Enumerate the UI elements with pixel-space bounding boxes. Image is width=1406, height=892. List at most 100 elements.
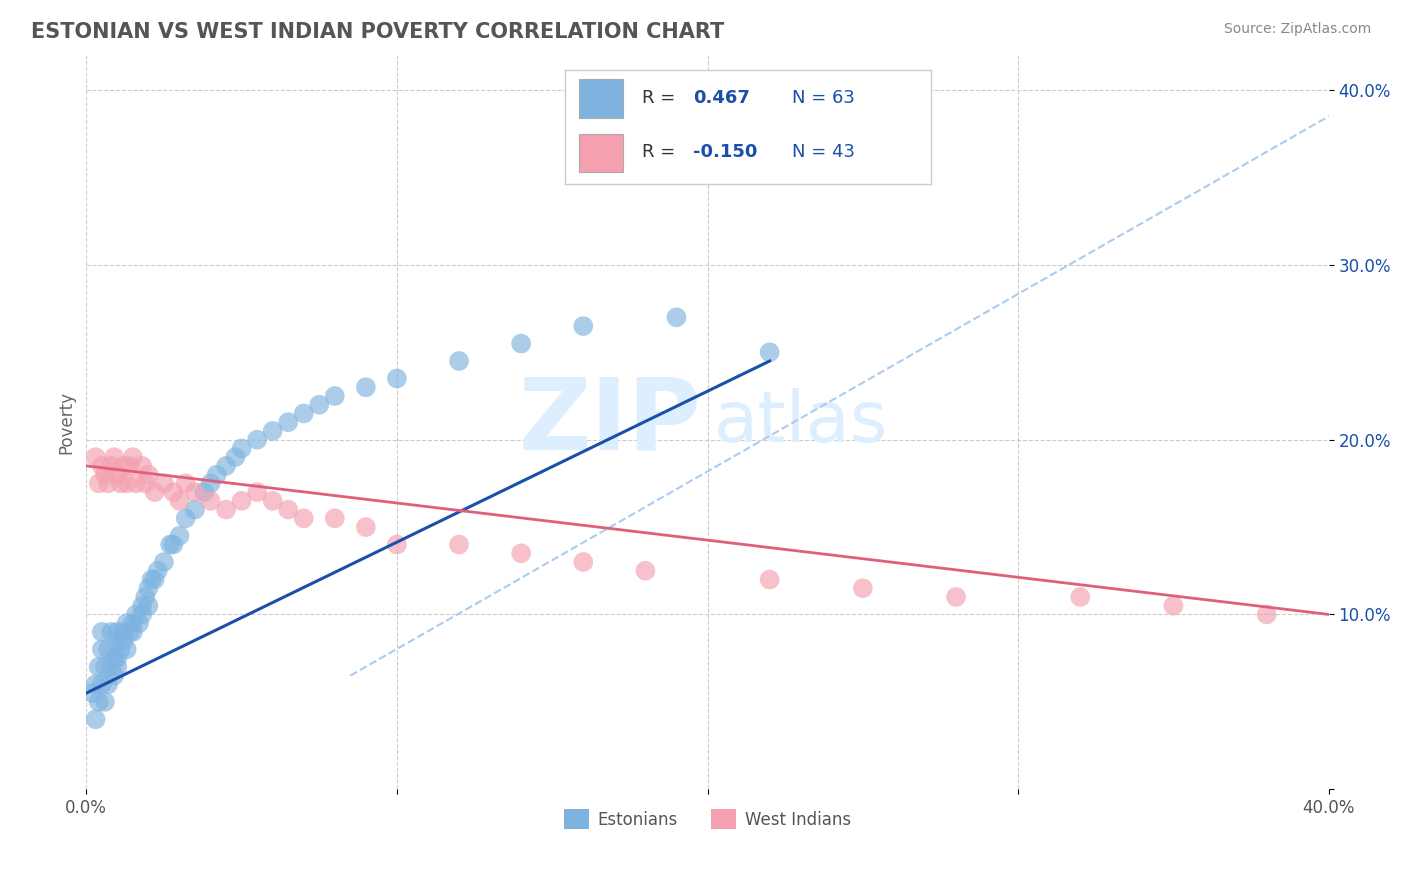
Point (84, 677, 107, 691)
Point (159, 537, 181, 551)
Point (138, 599, 160, 613)
Point (665, 310, 688, 325)
Point (852, 581, 875, 595)
Point (184, 502, 207, 516)
Point (262, 493, 284, 508)
Point (277, 415, 299, 429)
Point (110, 476, 132, 491)
Point (246, 485, 269, 500)
Point (174, 511, 197, 525)
Point (87, 695, 110, 709)
Point (100, 458, 122, 473)
Point (105, 633, 128, 648)
Text: ZIP: ZIP (519, 374, 702, 471)
Point (103, 651, 125, 665)
Point (354, 380, 377, 394)
Point (231, 442, 253, 456)
Point (215, 458, 238, 473)
Point (84, 450, 107, 464)
Point (153, 476, 176, 491)
Point (125, 476, 148, 491)
Point (87, 476, 110, 491)
Point (169, 529, 191, 543)
Point (118, 458, 141, 473)
Point (162, 485, 184, 500)
Text: Source: ZipAtlas.com: Source: ZipAtlas.com (1223, 22, 1371, 37)
Y-axis label: Poverty: Poverty (58, 391, 75, 454)
Point (758, 345, 780, 359)
Point (131, 599, 153, 613)
Point (105, 651, 128, 665)
Point (200, 493, 222, 508)
Point (224, 450, 246, 464)
Point (110, 642, 132, 657)
Point (90, 624, 112, 639)
Legend: Estonians, West Indians: Estonians, West Indians (558, 802, 858, 836)
Point (1069, 590, 1091, 604)
Point (115, 616, 138, 631)
Point (94, 660, 117, 674)
Point (122, 616, 145, 631)
Point (231, 493, 253, 508)
Point (90, 458, 112, 473)
Point (447, 537, 470, 551)
Point (572, 319, 595, 334)
Point (184, 485, 207, 500)
Point (510, 336, 533, 351)
Point (125, 607, 148, 622)
Point (94, 695, 117, 709)
Point (94, 467, 117, 482)
Point (131, 458, 153, 473)
Point (174, 476, 197, 491)
Point (169, 493, 191, 508)
Point (510, 546, 533, 560)
Point (97, 476, 120, 491)
Point (1256, 607, 1278, 622)
Point (146, 564, 169, 578)
Point (112, 624, 135, 639)
Point (945, 590, 967, 604)
Point (153, 555, 176, 569)
Point (97, 677, 120, 691)
Point (115, 642, 138, 657)
Point (162, 537, 184, 551)
Point (758, 573, 780, 587)
Point (115, 476, 138, 491)
Point (122, 450, 145, 464)
Text: ESTONIAN VS WEST INDIAN POVERTY CORRELATION CHART: ESTONIAN VS WEST INDIAN POVERTY CORRELAT… (31, 22, 724, 42)
Point (1163, 599, 1185, 613)
Point (200, 476, 222, 491)
Point (122, 624, 145, 639)
Point (323, 389, 346, 403)
Point (105, 660, 128, 674)
Point (193, 485, 215, 500)
Point (90, 677, 112, 691)
Point (105, 467, 128, 482)
Point (138, 467, 160, 482)
Point (323, 511, 346, 525)
Point (634, 564, 657, 578)
Point (100, 660, 122, 674)
Point (354, 520, 377, 534)
Point (82, 686, 104, 700)
Point (112, 458, 135, 473)
Point (112, 633, 135, 648)
Point (308, 398, 330, 412)
Point (572, 555, 595, 569)
Point (143, 573, 166, 587)
Point (100, 624, 122, 639)
Point (87, 660, 110, 674)
Point (105, 624, 128, 639)
Point (103, 450, 125, 464)
Point (246, 433, 269, 447)
Point (143, 485, 166, 500)
Point (292, 511, 315, 525)
Point (447, 354, 470, 368)
Point (134, 590, 156, 604)
Point (138, 581, 160, 595)
Point (131, 607, 153, 622)
Point (128, 616, 150, 631)
Point (385, 537, 408, 551)
Point (134, 476, 156, 491)
Point (277, 502, 299, 516)
